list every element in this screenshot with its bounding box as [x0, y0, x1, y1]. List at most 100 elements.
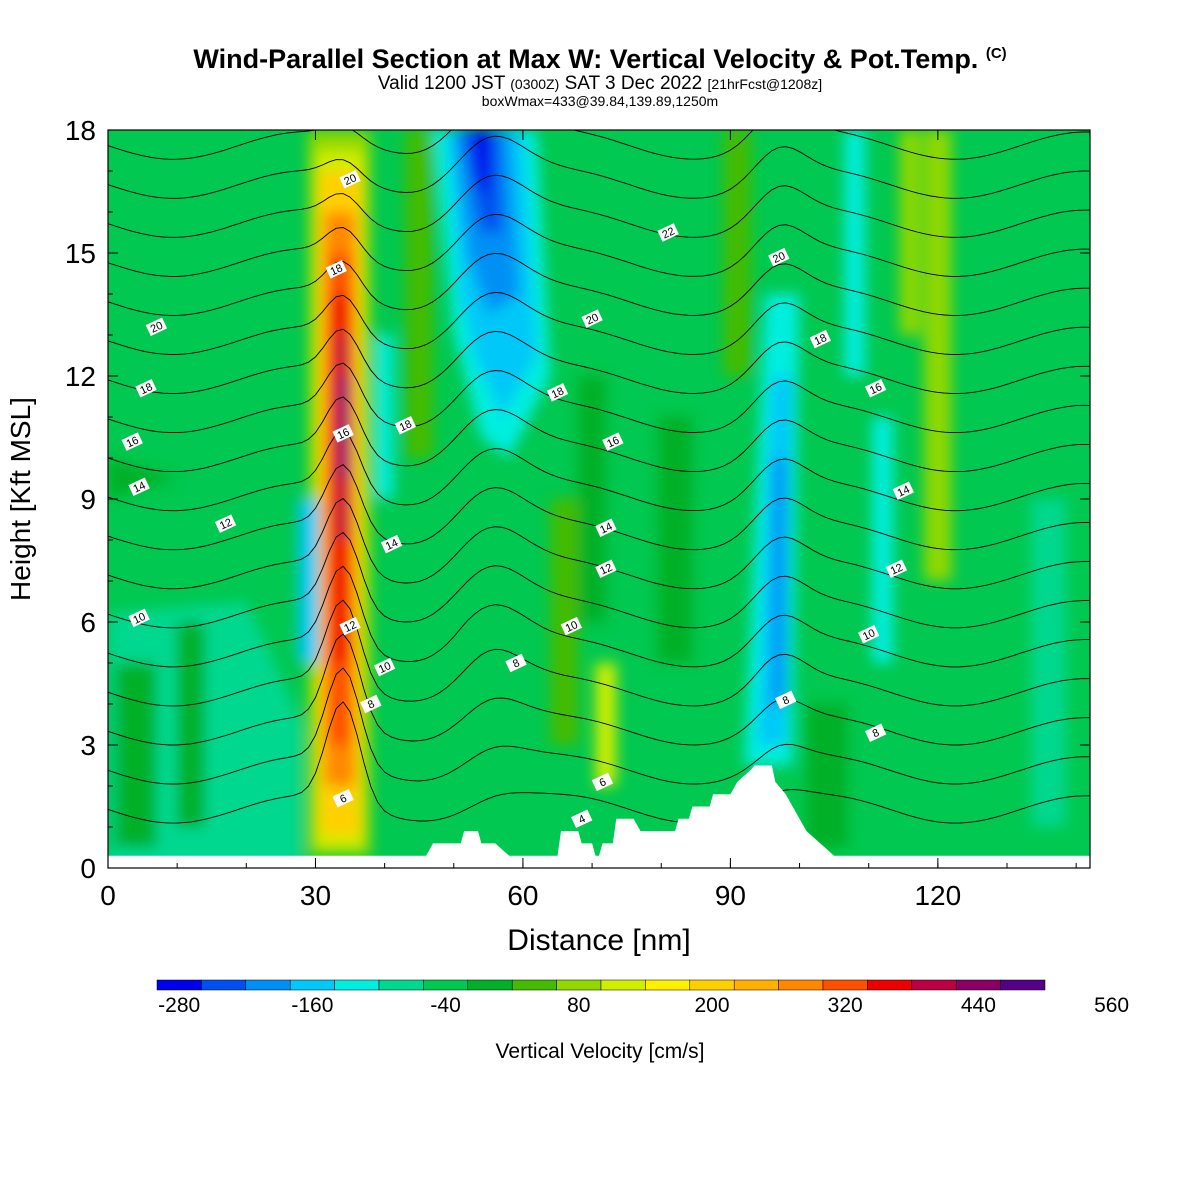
x-tick-label: 0: [100, 880, 116, 911]
contour-label: 18: [398, 418, 414, 434]
contour-label-box: [864, 723, 887, 742]
theta-contour: [108, 701, 1090, 824]
colorbar-swatch: [245, 979, 291, 991]
y-tick-label: 6: [80, 607, 96, 638]
contour-label: 14: [384, 537, 400, 553]
downdraft-region-core: [471, 130, 492, 192]
contour-label: 14: [598, 521, 614, 537]
colorbar-swatch: [911, 979, 957, 991]
contour-label-box: [339, 169, 361, 189]
contour-label: 14: [131, 480, 147, 496]
theta-contour: [108, 174, 1090, 238]
forecast-info: [21hrFcst@1208z]: [707, 76, 823, 92]
valid-time-line: Valid 1200 JST (0300Z) SAT 3 Dec 2022 [2…: [0, 73, 1200, 95]
contour-label: 10: [377, 660, 393, 676]
contour-label-box: [145, 317, 168, 337]
contour-label: 8: [781, 694, 792, 707]
colorbar-tick-label: 440: [961, 994, 996, 1017]
y-tick-label: 9: [80, 484, 96, 515]
contour-label-box: [560, 616, 583, 636]
colorbar-swatch: [778, 979, 824, 991]
updraft-streak-72: [595, 663, 617, 786]
title-text: Wind-Parallel Section at Max W: Vertical…: [193, 44, 979, 74]
axes: 0 30 60 90 120 0 3 6 9 12 15 18: [65, 115, 1090, 911]
x-tick-label: 30: [300, 880, 331, 911]
contour-label-box: [768, 247, 790, 267]
colorbar-swatch: [201, 979, 247, 991]
field-streak-82: [657, 417, 693, 663]
contour-label: 10: [131, 611, 147, 627]
valid-prefix: Valid 1200 JST: [377, 73, 505, 94]
contour-label-box: [373, 657, 396, 677]
colorbar-swatch: [867, 979, 913, 991]
downdraft-left-flank: [298, 499, 319, 663]
contour-label: 4: [577, 813, 588, 826]
contour-label-box: [864, 379, 887, 398]
downdraft-streak-108: [844, 130, 866, 376]
y-tick-label: 12: [65, 361, 96, 392]
field-streak-left2: [177, 622, 205, 827]
theta-contour: [108, 633, 1090, 746]
updraft-streak-91: [723, 130, 752, 376]
theta-contour: [108, 19, 1090, 81]
contour-label: 20: [149, 320, 165, 336]
contour-label-box: [595, 518, 617, 537]
contour-label-box: [121, 432, 143, 451]
y-tick-label: 3: [80, 730, 96, 761]
colorbar-swatch: [511, 979, 557, 991]
contour-label-box: [332, 789, 354, 808]
contour-label: 18: [813, 332, 829, 348]
y-tick-label: 18: [65, 115, 96, 146]
downdraft-streak-112: [872, 417, 893, 663]
contour-label: 10: [861, 627, 877, 643]
contour-label-box: [657, 223, 679, 242]
contour-label-box: [214, 514, 237, 533]
contour-label-box: [394, 415, 417, 435]
contour-label: 14: [896, 484, 912, 500]
contour-label-box: [505, 653, 527, 673]
potential-temperature-contours: [108, 0, 1090, 824]
contour-label: 6: [338, 792, 349, 805]
y-tick-label: 15: [65, 238, 96, 269]
colorbar-swatch: [289, 979, 335, 991]
theta-contour: [108, 0, 1090, 42]
contour-label: 12: [342, 619, 358, 635]
contour-label: 16: [125, 434, 141, 450]
colorbar-tick-label: -280: [158, 994, 200, 1017]
field-streak-136: [1031, 499, 1066, 827]
vertical-velocity-field: [108, 130, 1066, 868]
colorbar-tick-label: -40: [430, 994, 460, 1017]
colorbar-swatch: [156, 979, 202, 991]
theta-contour: [108, 135, 1090, 199]
updraft-streak-45: [405, 130, 433, 458]
field-streak-left: [114, 663, 157, 848]
colorbar-swatch: [378, 979, 424, 991]
contour-label: 6: [598, 776, 609, 789]
contour-labels: 20 18 16 20 18 16 14 12 10 18 14 12 10 8 6 22 20 20 18 16 18…: [121, 169, 914, 829]
colorbar-swatch: [423, 979, 469, 991]
colorbar-tick-label: 320: [828, 994, 863, 1017]
contour-label-box: [571, 809, 593, 829]
theta-contour: [108, 531, 1090, 629]
theta-contour: [108, 213, 1090, 277]
contour-label: 16: [605, 434, 621, 450]
colorbar: -280 -160 -40 80 200 320 440 560: [156, 979, 1129, 1017]
valid-utc: (0300Z): [510, 76, 560, 92]
colorbar-swatch: [467, 979, 513, 991]
colorbar-swatch: [556, 979, 602, 991]
terrain-profile: [108, 765, 1090, 868]
contour-label-box: [775, 690, 797, 710]
theta-contour: [108, 430, 1090, 512]
contour-label-box: [602, 432, 624, 451]
contour-label-box: [128, 477, 150, 496]
contour-label-box: [885, 559, 908, 578]
theta-contour: [108, 130, 1090, 160]
theta-contour: [108, 291, 1090, 355]
contour-label-box: [892, 481, 914, 501]
contour-label-box: [332, 424, 354, 443]
contour-label-box: [581, 309, 603, 328]
updraft-streak-66: [550, 499, 579, 745]
contour-label-box: [135, 379, 157, 398]
plot-area: 20 18 16 20 18 16 14 12 10 18 14 12 10 8 6 22 20 20 18 16 18…: [108, 0, 1090, 868]
